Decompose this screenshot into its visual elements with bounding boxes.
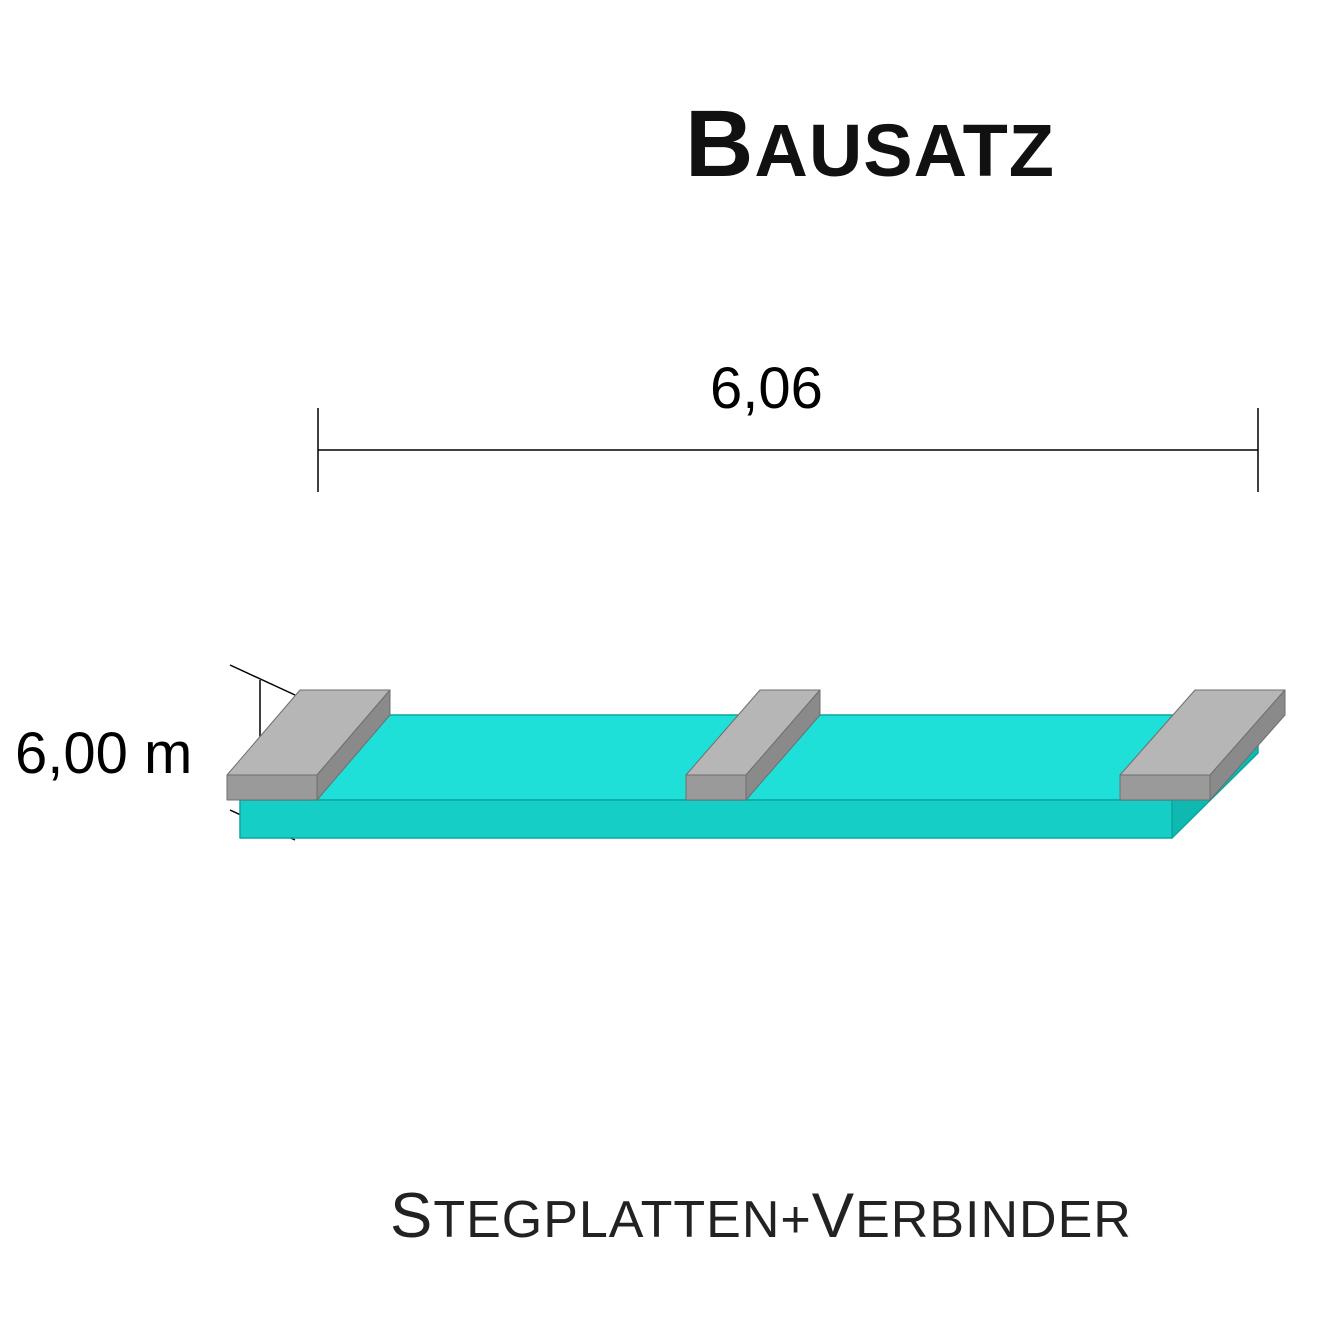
diagram-canvas: BAUSATZ STEGPLATTEN+VERBINDER 6,06 6,00 …: [0, 0, 1320, 1320]
diagram-svg: [0, 0, 1320, 1320]
